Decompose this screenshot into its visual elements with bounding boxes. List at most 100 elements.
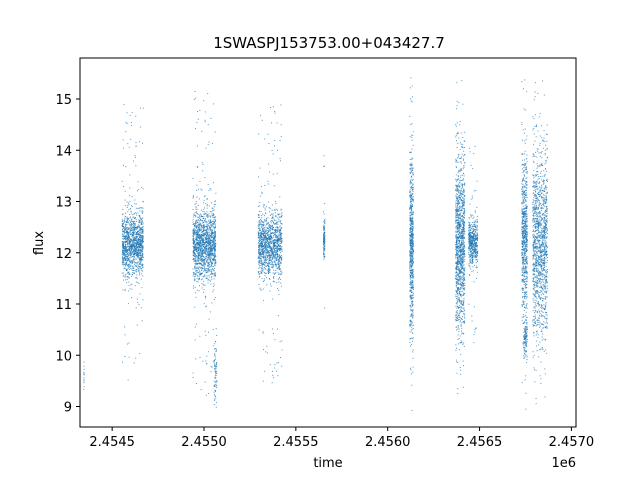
data-point <box>200 231 202 233</box>
data-point <box>264 240 266 242</box>
data-point <box>134 236 136 238</box>
data-point <box>137 256 139 258</box>
data-point <box>274 215 276 217</box>
data-point <box>195 243 197 245</box>
data-point <box>197 247 199 249</box>
data-point <box>195 202 197 204</box>
data-point <box>409 283 411 285</box>
data-point <box>198 290 200 292</box>
data-point <box>129 216 131 218</box>
data-point <box>262 227 264 229</box>
data-point <box>142 226 144 228</box>
data-point <box>202 238 204 240</box>
data-point <box>261 228 263 230</box>
data-point <box>122 262 124 264</box>
data-point <box>213 249 215 251</box>
data-point <box>195 238 197 240</box>
data-point <box>197 242 199 244</box>
data-point <box>278 235 280 237</box>
data-point <box>197 272 199 274</box>
data-point <box>124 263 126 265</box>
data-point <box>272 106 274 108</box>
data-point <box>412 314 414 316</box>
data-point <box>409 235 411 237</box>
data-point <box>265 254 267 256</box>
data-point <box>409 152 411 154</box>
data-point <box>122 223 124 225</box>
data-point <box>259 260 261 262</box>
data-point <box>202 244 204 246</box>
data-point <box>208 266 210 268</box>
data-point <box>136 246 138 248</box>
data-point <box>140 219 142 221</box>
data-point <box>267 234 269 236</box>
data-point <box>275 251 277 253</box>
data-point <box>141 232 143 234</box>
data-point <box>141 246 143 248</box>
data-point <box>214 257 216 259</box>
data-point <box>135 249 137 251</box>
data-point <box>127 211 129 213</box>
data-point <box>201 234 203 236</box>
data-point <box>214 384 216 386</box>
data-point <box>273 269 275 271</box>
data-point <box>410 215 412 217</box>
data-point <box>259 251 261 253</box>
data-point <box>273 247 275 249</box>
data-point <box>211 231 213 233</box>
data-point <box>122 226 124 228</box>
data-point <box>126 343 128 345</box>
data-point <box>124 256 126 258</box>
data-point <box>128 277 130 279</box>
data-point <box>211 302 213 304</box>
data-point <box>129 241 131 243</box>
data-point <box>260 245 262 247</box>
data-point <box>215 348 217 350</box>
data-point <box>265 244 267 246</box>
data-point <box>258 214 260 216</box>
data-point <box>195 273 197 275</box>
data-point <box>411 231 413 233</box>
data-point <box>258 214 260 216</box>
data-point <box>138 257 140 259</box>
data-point <box>125 235 127 237</box>
data-point <box>279 268 281 270</box>
data-point <box>211 240 213 242</box>
data-point <box>410 321 412 323</box>
data-point <box>196 267 198 269</box>
data-point <box>141 226 143 228</box>
data-point <box>213 259 215 261</box>
data-point <box>137 267 139 269</box>
data-point <box>412 237 414 239</box>
data-point <box>409 168 411 170</box>
data-point <box>409 282 411 284</box>
data-point <box>281 212 283 214</box>
data-point <box>213 241 215 243</box>
data-point <box>281 223 283 225</box>
data-point <box>139 222 141 224</box>
data-point <box>411 315 413 317</box>
data-point <box>263 204 265 206</box>
data-point <box>196 274 198 276</box>
data-point <box>257 232 259 234</box>
data-point <box>270 254 272 256</box>
data-point <box>139 219 141 221</box>
data-point <box>323 253 325 255</box>
data-point <box>213 206 215 208</box>
data-point <box>280 247 282 249</box>
data-point <box>138 268 140 270</box>
data-point <box>265 230 267 232</box>
data-point <box>128 240 130 242</box>
data-point <box>209 239 211 241</box>
data-point <box>409 240 411 242</box>
data-point <box>122 229 124 231</box>
data-point <box>276 226 278 228</box>
data-point <box>410 205 412 207</box>
data-point <box>212 232 214 234</box>
data-point <box>214 365 216 367</box>
data-point <box>278 245 280 247</box>
data-point <box>259 258 261 260</box>
data-point <box>200 236 202 238</box>
data-point <box>121 260 123 262</box>
data-point <box>138 250 140 252</box>
